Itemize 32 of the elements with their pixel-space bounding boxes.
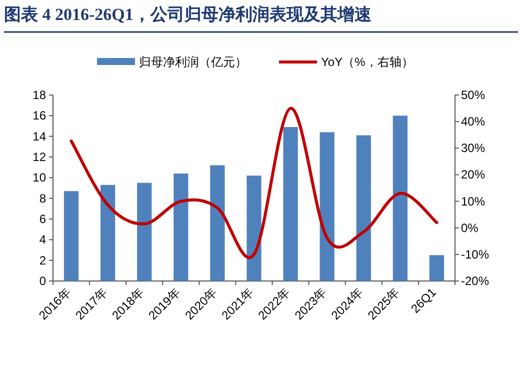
bar [429,255,444,281]
y-tick-label: 14 [32,129,46,144]
bar [64,191,79,281]
y2-tick-label: 0% [461,220,479,235]
bar [137,182,152,281]
y-tick-label: 4 [39,232,46,247]
y2-tick-label: 20% [461,168,486,182]
y-tick-label: 10 [32,170,46,185]
bar [174,174,188,281]
y-tick-label: 12 [32,150,46,164]
y2-tick-label: -10% [461,247,490,262]
y2-tick-label: -20% [461,274,490,288]
bar [246,176,262,281]
y2-tick-label: 50% [461,88,486,102]
legend-label: 归母净利润（亿元） [139,55,247,69]
y-tick-label: 16 [32,108,46,123]
y-tick-label: 6 [39,212,46,226]
title: 图表 4 2016-26Q1，公司归母净利润表现及其增速 [4,5,372,24]
y-tick-label: 18 [32,88,46,102]
y2-tick-label: 30% [461,141,486,156]
bar [356,135,371,281]
y-tick-label: 2 [39,253,46,268]
y-tick-label: 0 [39,274,46,288]
bar [392,116,408,281]
bar [100,184,116,281]
y2-tick-label: 40% [461,114,486,129]
bar [210,165,225,281]
y-tick-label: 8 [39,191,46,206]
legend-label: YoY（%，右轴） [321,55,414,69]
y2-tick-label: 10% [461,194,486,208]
bar [283,127,298,281]
bar [320,132,334,281]
